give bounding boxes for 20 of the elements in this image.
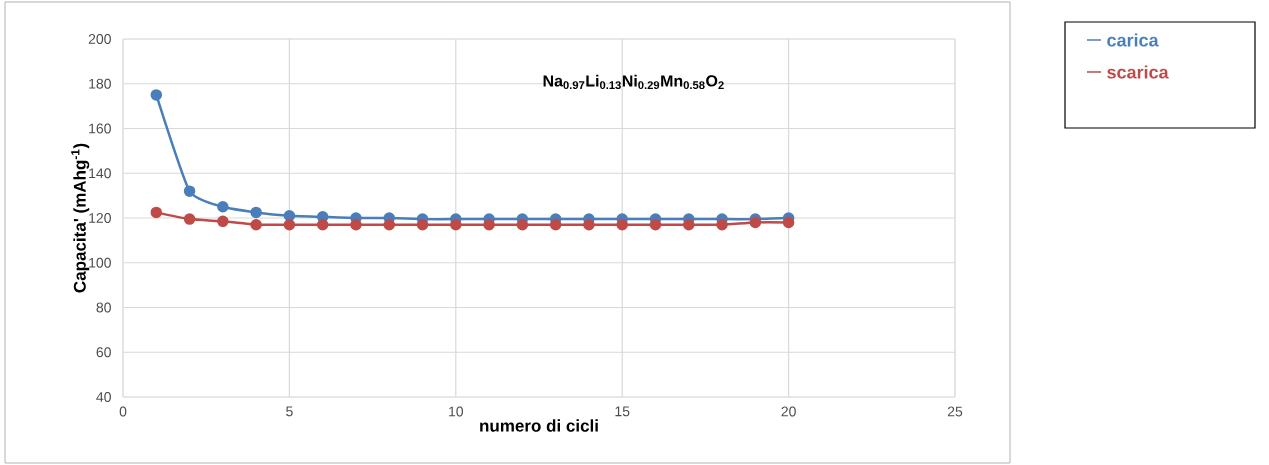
text: Na$_{0.97}$Li$_{0.13}$Ni$_{0.29}$Mn$_{0.58}$O$_{2}$: [543, 74, 724, 90]
legend-label: carica: [1107, 33, 1159, 47]
x-tick-label: 25: [947, 406, 963, 417]
x-tick-label: 0: [119, 406, 127, 417]
y-tick-label: 140: [89, 168, 111, 179]
y-tick-label: 60: [96, 347, 111, 358]
x-tick-label: 10: [449, 406, 464, 417]
y-axis-title: Capacita' (mAhg$^{-1}$): [71, 143, 90, 293]
x-tick-label: 5: [286, 406, 293, 417]
y-tick-label: 180: [89, 78, 111, 89]
y-tick-label: 40: [96, 392, 111, 402]
legend-label: scarica: [1107, 65, 1169, 79]
y-tick-label: 160: [89, 123, 111, 134]
y-tick-label: 100: [89, 257, 111, 268]
y-tick-label: 120: [89, 213, 111, 223]
x-axis-title: numero di cicli: [480, 419, 598, 432]
x-tick-label: 15: [615, 406, 630, 417]
x-tick-label: 20: [781, 406, 796, 417]
y-tick-label: 200: [88, 34, 111, 44]
y-tick-label: 80: [96, 302, 111, 313]
